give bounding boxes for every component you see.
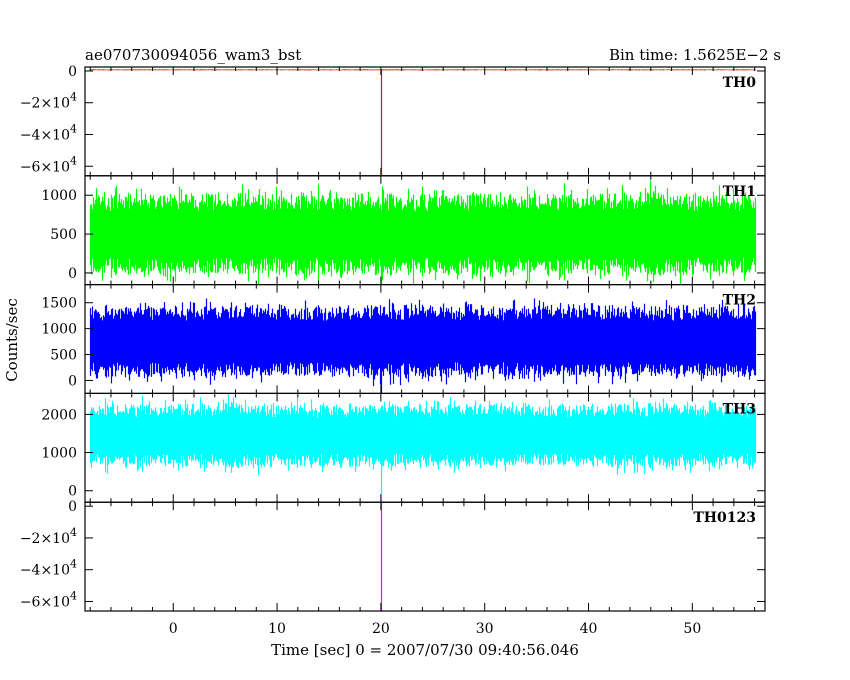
y-tick-label: −2×104	[20, 526, 77, 547]
y-tick-label: 1000	[41, 446, 77, 462]
panel-frame	[84, 66, 766, 177]
bin-time-label: Bin time: 1.5625E−2 s	[609, 46, 781, 64]
y-tick-label: 0	[68, 484, 77, 500]
panel-frame	[84, 501, 766, 612]
y-tick-label: 2000	[41, 407, 77, 423]
x-tick-label: 30	[476, 621, 494, 637]
y-tick-label: 500	[50, 348, 77, 364]
y-tick-label: −6×104	[20, 154, 77, 175]
series-th0	[89, 69, 757, 176]
x-tick-label: 0	[169, 621, 178, 637]
y-axis-label: Counts/sec	[3, 298, 21, 382]
panel-label-th1: TH1	[723, 184, 756, 200]
panel-label-th0: TH0	[723, 75, 757, 91]
y-tick-label: 0	[68, 266, 77, 282]
x-tick-label: 20	[372, 621, 390, 637]
panel-th1: 0 500 1000 TH1	[41, 175, 766, 286]
panel-label-th0123: TH0123	[693, 510, 756, 526]
series-th3	[89, 393, 757, 503]
x-tick-label: 50	[683, 621, 701, 637]
panel-th0123: 0 −2×104 −4×104 −6×104 TH0123	[20, 499, 766, 612]
y-tick-label: −4×104	[20, 123, 77, 144]
panel-th0: 0 −2×104 −4×104 −6×104 TH0	[20, 64, 766, 177]
y-tick-label: −2×104	[20, 91, 77, 112]
y-tick-label: −4×104	[20, 558, 77, 579]
y-tick-label: 0	[68, 499, 77, 515]
series-th2	[89, 298, 757, 394]
y-tick-label: 500	[50, 227, 77, 243]
y-tick-label: 1000	[41, 322, 77, 338]
x-tick-label: 10	[268, 621, 286, 637]
x-axis: 0 10 20 30 40 50	[169, 621, 701, 637]
y-tick-label: 0	[68, 64, 77, 80]
y-tick-label: 1000	[41, 188, 77, 204]
x-tick-label: 40	[580, 621, 598, 637]
chart-title: ae070730094056_wam3_bst	[85, 46, 301, 64]
panel-th3: 0 1000 2000 TH3	[41, 392, 766, 503]
x-axis-label: Time [sec] 0 = 2007/07/30 09:40:56.046	[271, 641, 579, 659]
y-tick-label: 0	[68, 373, 77, 389]
y-tick-label: 1500	[41, 296, 77, 312]
panel-label-th2: TH2	[723, 293, 756, 309]
series-th0123	[380, 502, 383, 611]
panel-label-th3: TH3	[723, 401, 756, 417]
y-tick-label: −6×104	[20, 589, 77, 610]
series-th1	[89, 180, 757, 285]
panel-th2: 0 500 1000 1500 TH2	[41, 284, 766, 395]
panels: 0 −2×104 −4×104 −6×104 TH0 0 500 1000 TH1 0 500 100…	[20, 64, 766, 612]
